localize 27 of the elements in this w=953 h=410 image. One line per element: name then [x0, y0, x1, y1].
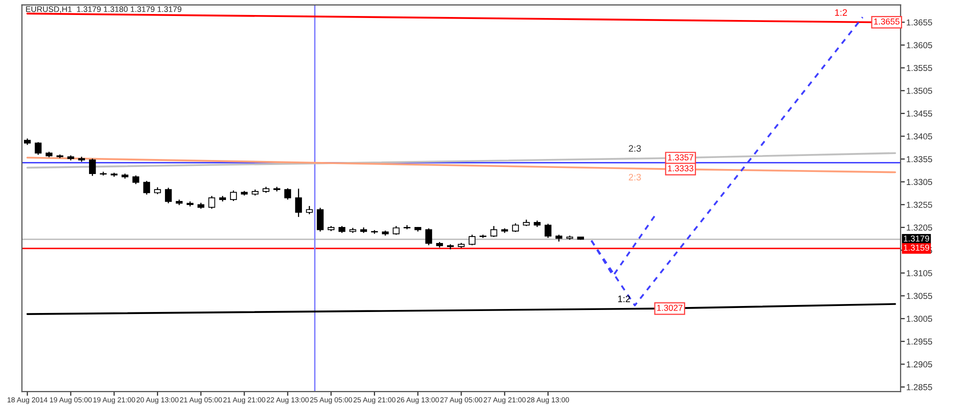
y-tick-label: 1.3305 — [906, 178, 932, 186]
y-tick-label: 1.3405 — [906, 133, 932, 140]
y-tick-label: 1.3255 — [906, 202, 932, 208]
data-label: 1.3333 — [668, 165, 694, 172]
y-tick-label: 1.3105 — [906, 270, 932, 276]
y-tick-label: 1.3655 — [906, 19, 932, 26]
y-tick-label: 1.3355 — [906, 156, 932, 162]
y-tick-label: 1.2905 — [906, 361, 932, 368]
y-tick-label: 1.3205 — [906, 224, 932, 231]
y-tick-label: 1.3455 — [906, 110, 932, 117]
data-label: 1.3027 — [657, 304, 682, 311]
data-label: 1.3655 — [874, 18, 900, 25]
y-tick-label: 1.3605 — [906, 42, 932, 48]
series-label: 1:2 — [618, 296, 630, 302]
series-label: 2:3 — [628, 174, 641, 180]
y-tick-label: 1.3055 — [906, 292, 932, 300]
chart-title: EURUSD,H1 1.3179 1.3180 1.3179 1.3179 — [26, 6, 182, 13]
y-tick-label: 1.3505 — [906, 88, 932, 94]
y-tick-label: 1.3005 — [906, 316, 932, 322]
y-tick-label: 1.3555 — [906, 64, 932, 72]
y-tick-label: 1.2955 — [906, 338, 932, 345]
series-label: 1:2 — [835, 9, 847, 16]
ref-line-label: 1.3179 — [904, 235, 930, 242]
ref-line-label: 1.3159 — [904, 244, 930, 251]
data-label: 1.3357 — [668, 154, 694, 160]
series-label: 2:3 — [628, 145, 641, 152]
y-tick-label: 1.2855 — [906, 384, 932, 390]
